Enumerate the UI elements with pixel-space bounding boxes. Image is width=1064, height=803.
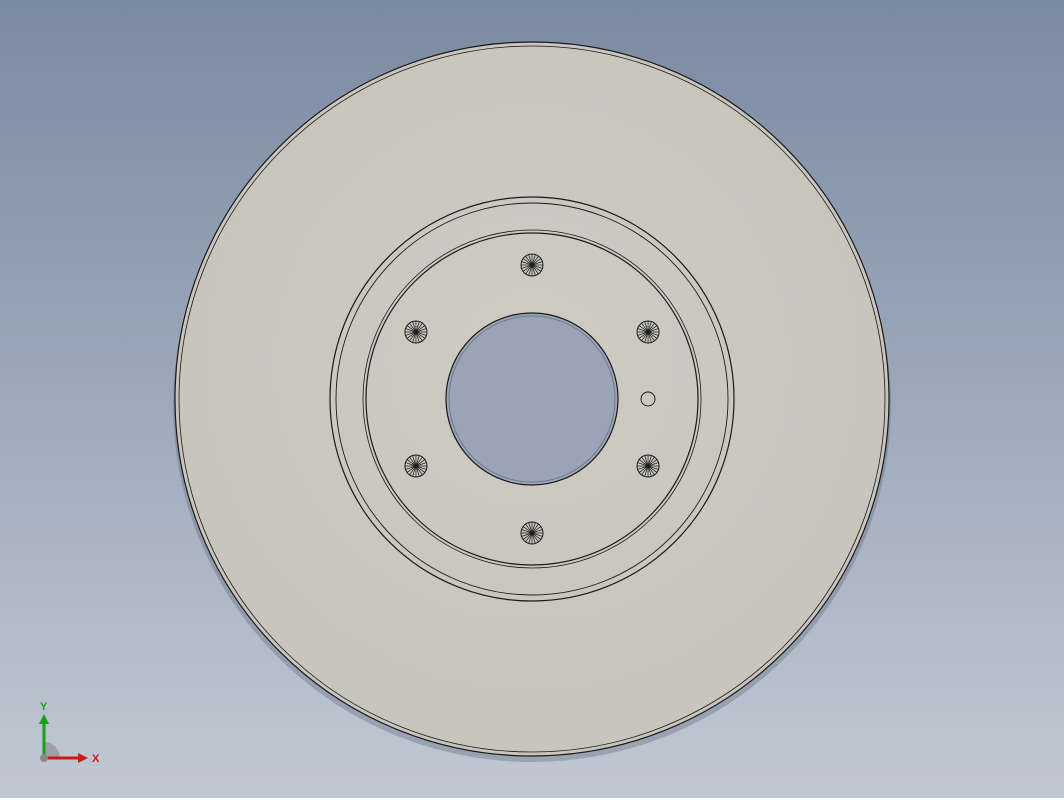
cad-viewport[interactable]: XY [0, 0, 1064, 798]
bolt-hole [405, 321, 427, 343]
model-canvas[interactable] [0, 0, 1064, 798]
axis-indicator-widget[interactable]: XY [22, 700, 102, 780]
axis-origin-dot [40, 754, 48, 762]
y-axis-label: Y [40, 701, 48, 713]
bolt-hole [521, 254, 543, 276]
center-bore [446, 313, 618, 485]
bolt-hole [521, 522, 543, 544]
bolt-hole [637, 455, 659, 477]
x-axis-arrowhead [78, 753, 88, 763]
bolt-hole [637, 321, 659, 343]
bolt-hole [405, 455, 427, 477]
y-axis-arrowhead [39, 714, 49, 724]
x-axis-label: X [92, 753, 100, 765]
